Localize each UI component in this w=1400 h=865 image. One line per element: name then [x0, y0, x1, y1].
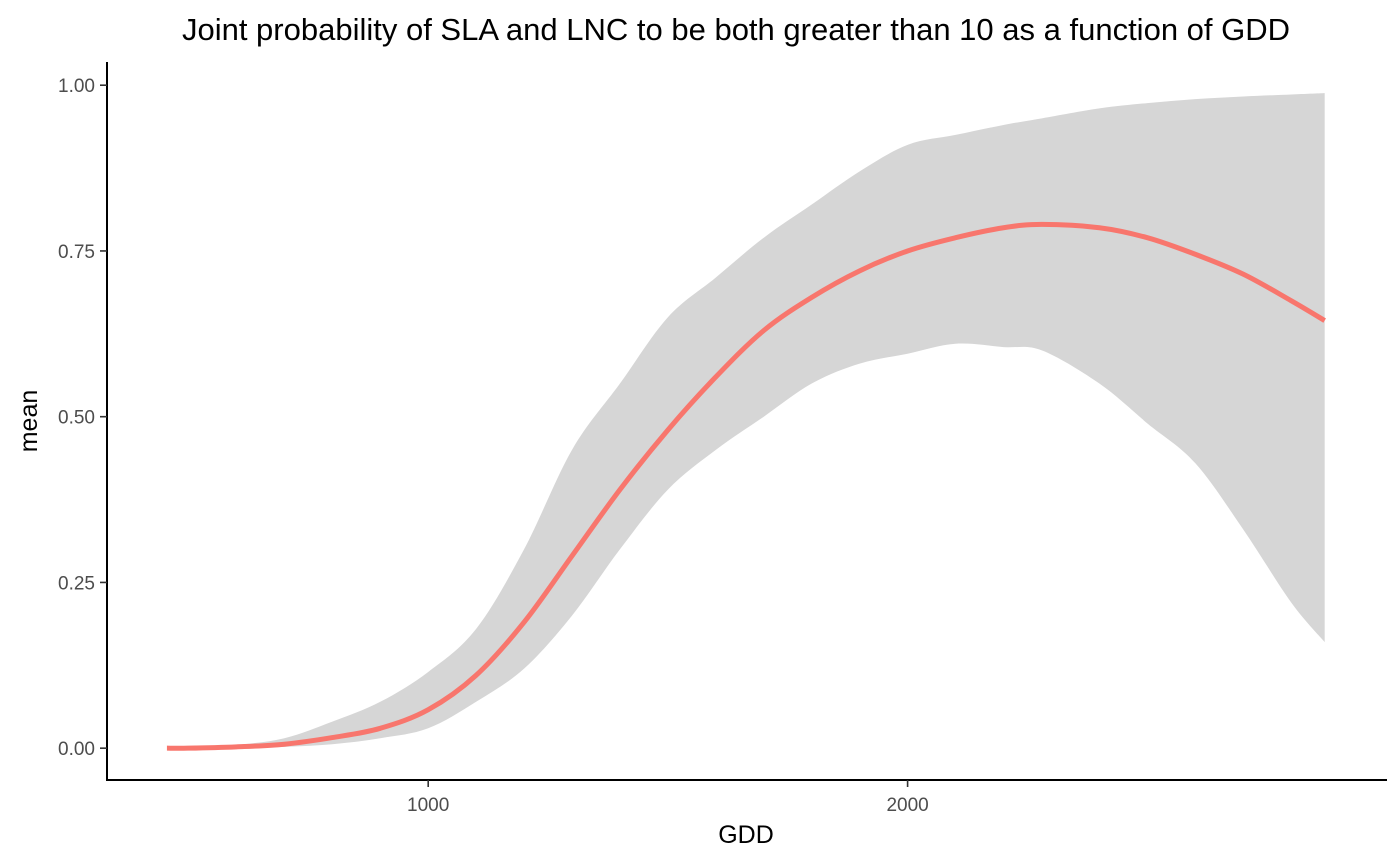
x-tick-label: 2000 [886, 795, 928, 816]
y-tick-label: 0.25 [58, 573, 95, 594]
y-axis-ticks: 0.00 0.25 0.50 0.75 1.00 [58, 76, 107, 760]
y-axis-title: mean [15, 390, 43, 453]
x-axis-ticks: 1000 2000 [407, 780, 929, 816]
y-tick-label: 1.00 [58, 76, 95, 97]
y-tick-label: 0.75 [58, 242, 95, 263]
confidence-band [166, 93, 1325, 749]
x-axis-title: GDD [718, 821, 774, 849]
y-tick-label: 0.50 [58, 408, 95, 429]
y-tick-label: 0.00 [58, 739, 95, 760]
chart-title: Joint probability of SLA and LNC to be b… [182, 12, 1290, 47]
x-tick-label: 1000 [407, 795, 449, 816]
mean-line [166, 221, 1326, 751]
